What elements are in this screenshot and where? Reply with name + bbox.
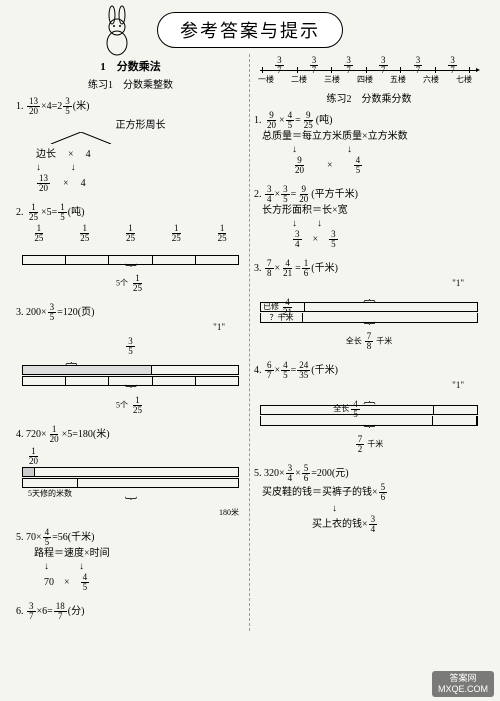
rabbit-icon — [95, 5, 140, 60]
floor-number-line: 37 37 37 37 37 37 一楼 二楼 三楼 四楼 五楼 六楼 七楼 — [258, 56, 480, 86]
problem-3: 3. 200×35=120(页) "1" 35 ︷ ︸ 5个 125 — [16, 303, 245, 414]
bar-diagram: ︷ 全长45 ? ︸ 72 千米 — [260, 395, 478, 454]
left-column: 1 分数乘法 练习1 分数乘整数 1. 1320×4=235(米) 正方形周长 … — [12, 54, 250, 631]
problem-r3: 3. 78×421=16(千米) "1" ︷ 已修 421 ？千米 ︸ 全长 7… — [254, 259, 484, 351]
bar-diagram: ︷ 已修 421 ？千米 ︸ 全长 78 千米 — [260, 293, 478, 352]
problem-4: 4. 720×120×5=180(米) 120 5天修的米数 ︸ 180米 — [16, 425, 245, 518]
bar-diagram: 35 ︷ ︸ 5个 125 — [22, 337, 239, 415]
page-title: 参考答案与提示 — [157, 12, 343, 48]
problem-r1: 1. 920×45=925(吨) 总质量＝每立方米质量×立方米数 ↓ ↓ 920… — [254, 111, 484, 175]
chapter-title: 1 分数乘法 — [16, 58, 245, 74]
page-header: 参考答案与提示 — [0, 0, 500, 54]
right-column: 37 37 37 37 37 37 一楼 二楼 三楼 四楼 五楼 六楼 七楼 — [250, 54, 488, 631]
problem-r4: 4. 67×45=2435(千米) "1" ︷ 全长45 ? ︸ 72 千米 — [254, 361, 484, 453]
bar-diagram: 120 5天修的米数 ︸ 180米 — [22, 447, 239, 518]
problem-1: 1. 1320×4=235(米) 正方形周长 边长 × 4 ↓×↓ 1320 ×… — [16, 97, 245, 193]
problem-6: 6. 37×6=187(分) — [16, 602, 245, 621]
practice-title: 练习1 分数乘整数 — [16, 76, 245, 91]
watermark: 答案网 MXQE.COM — [432, 671, 494, 697]
tree-diagram: 正方形周长 边长 × 4 ↓×↓ 1320 × 4 — [36, 119, 245, 193]
problem-r5: 5. 320×34×56=200(元) 买皮鞋的钱＝买裤子的钱×56 ↓ 买上衣… — [254, 464, 484, 534]
problem-2: 2. 125×5=15(吨) 125 125 125 125 125 ︸ 5 — [16, 203, 245, 293]
problem-r2: 2. 34×35=920(平方千米) 长方形面积＝长×宽 ↓ ↓ 34 × 35 — [254, 185, 484, 249]
number-line-diagram: 125 125 125 125 125 — [16, 224, 245, 252]
problem-5: 5. 70×45=56(千米) 路程＝速度×时间 ↓ ↓ 70 × 45 — [16, 528, 245, 592]
practice-title-2: 练习2 分数乘分数 — [254, 90, 484, 105]
